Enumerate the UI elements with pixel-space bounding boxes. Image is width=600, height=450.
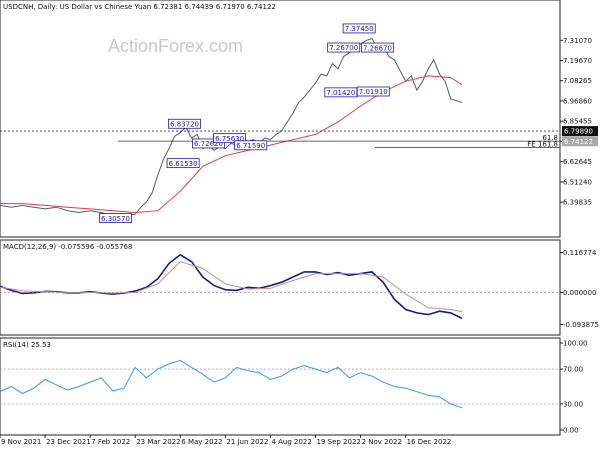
macd-series-line-1 [0, 261, 463, 313]
price-y-tick-label: 6.96860 [563, 97, 592, 105]
price-annotation-box [213, 133, 247, 144]
price-annotation-label: 6.71590 [236, 142, 265, 150]
rsi-series-line-0 [0, 359, 463, 409]
rsi-panel-title: RSI(14) 25.53 [3, 341, 51, 349]
macd-y-tick-label: 0.000000 [563, 289, 596, 297]
price-annotation-label: 6.83720 [170, 120, 199, 128]
price-annotation-label: 7.26670 [363, 44, 392, 52]
price-annotation-label: 6.72620 [194, 140, 223, 148]
price-annotation-box [342, 23, 376, 34]
price-annotation-box [327, 42, 361, 53]
price-y-tick-label: 7.19670 [563, 57, 592, 65]
price-y-tick-label: 6.62645 [563, 158, 592, 166]
price-annotation-box [361, 42, 394, 53]
time-tick-label: 4 Aug 2022 [271, 438, 311, 446]
watermark: ActionForex.com [108, 36, 243, 56]
price-annotation-label: 7.01420 [326, 89, 355, 97]
price-annotation-box [166, 158, 200, 169]
price-panel-frame [0, 0, 561, 238]
time-axis-labels: 9 Nov 2021 23 Dec 2021 7 Feb 2022 23 Mar 20… [0, 435, 451, 446]
price-plot: 7.310707.196707.082656.968606.854556.740… [0, 23, 598, 223]
macd-plot: 0.116774 0.000000 -0.093875 [0, 249, 599, 329]
price-annotation-label: 6.30570 [101, 215, 130, 223]
macd-panel-frame [0, 239, 561, 336]
price-annotation-label: 6.75630 [215, 135, 244, 143]
price-current-tag [562, 136, 598, 147]
macd-y-tick-label: 0.116774 [563, 249, 597, 257]
price-panel-title: USDCNH, Daily: US Dollar vs Chinese Yuan… [3, 3, 276, 11]
price-annotation-box [168, 118, 201, 129]
rsi-y-tick-label: 70.00 [563, 366, 583, 374]
price-annotation-box [99, 213, 132, 223]
price-current-label: 6.74122 [564, 138, 593, 146]
rsi-plot: 100.00 70.00 30.00 0.00 [0, 340, 588, 435]
time-tick-label: 23 Mar 2022 [136, 438, 180, 446]
time-tick-label: 16 Dec 2022 [407, 438, 452, 446]
time-tick-label: 21 Jun 2022 [226, 438, 268, 446]
price-annotation-label: 7.37450 [345, 25, 374, 33]
time-tick-label: 7 Feb 2022 [91, 438, 130, 446]
price-annotation-label: 6.61530 [169, 160, 198, 168]
price-series-line-1 [0, 75, 463, 214]
price-y-tick-label: 6.85455 [563, 118, 592, 126]
rsi-y-tick-label: 0.00 [563, 427, 579, 435]
rsi-y-tick-label: 100.00 [563, 340, 588, 348]
price-annotation-label: 7.26700 [329, 44, 358, 52]
time-tick-label: 23 Dec 2021 [46, 438, 91, 446]
macd-panel-title: MACD(12,26,9) -0.075596 -0.055768 [3, 243, 132, 251]
price-annotation-label: 7.01910 [359, 88, 388, 96]
price-y-tick-label: 7.08265 [563, 77, 592, 85]
price-y-tick-label: 6.51240 [563, 178, 592, 186]
fib-level-label: FE 161.8 [527, 141, 558, 149]
rsi-y-tick-label: 30.00 [563, 400, 583, 408]
time-tick-label: 6 May 2022 [181, 438, 222, 446]
fib-level-label: 61.8 [542, 134, 558, 142]
price-level-tag [562, 126, 598, 137]
price-y-tick-label: 7.31070 [563, 37, 592, 45]
price-annotation-box [192, 138, 225, 149]
price-annotation-box [234, 140, 268, 151]
time-tick-label: 2 Nov 2022 [362, 438, 402, 446]
time-tick-label: 19 Sep 2022 [317, 438, 361, 446]
price-level-label: 6.79890 [564, 128, 593, 136]
time-tick-label: 9 Nov 2021 [1, 438, 41, 446]
macd-y-tick-label: -0.093875 [563, 321, 599, 329]
price-annotation-box [356, 86, 390, 97]
price-y-tick-label: 6.39835 [563, 199, 592, 207]
